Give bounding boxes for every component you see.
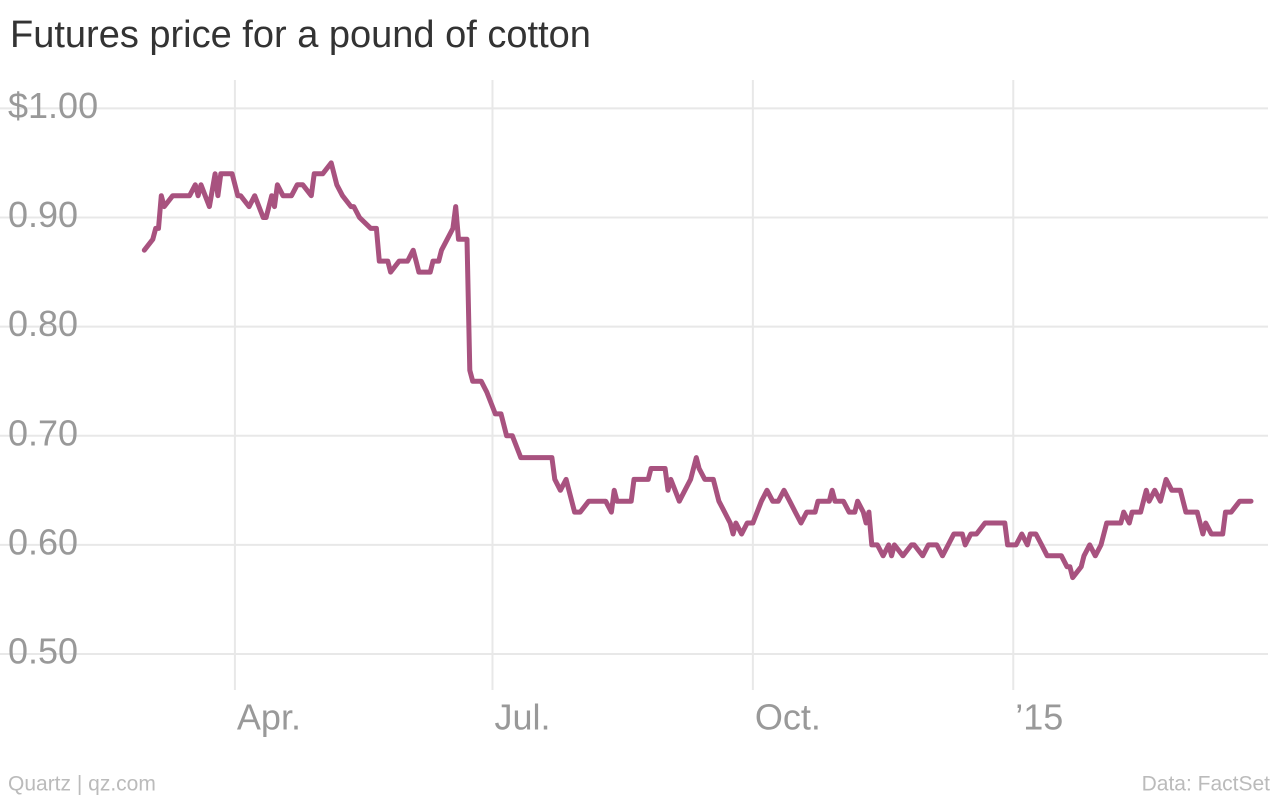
- y-tick-label: 0.50: [8, 631, 78, 672]
- y-tick-label: 0.90: [8, 194, 78, 235]
- source-right: Data: FactSet: [1142, 773, 1271, 796]
- y-tick-label: 0.70: [8, 412, 78, 453]
- x-tick-label: ’15: [1015, 697, 1063, 738]
- chart-title: Futures price for a pound of cotton: [10, 14, 591, 56]
- line-series: [141, 160, 1254, 581]
- y-tick-label: 0.80: [8, 303, 78, 344]
- x-tick-label: Apr.: [237, 697, 301, 738]
- x-tick-label: Jul.: [494, 697, 550, 738]
- y-tick-label: $1.00: [8, 85, 98, 126]
- x-tick-label: Oct.: [755, 697, 821, 738]
- source-left: Quartz | qz.com: [8, 773, 156, 796]
- y-tick-label: 0.60: [8, 521, 78, 562]
